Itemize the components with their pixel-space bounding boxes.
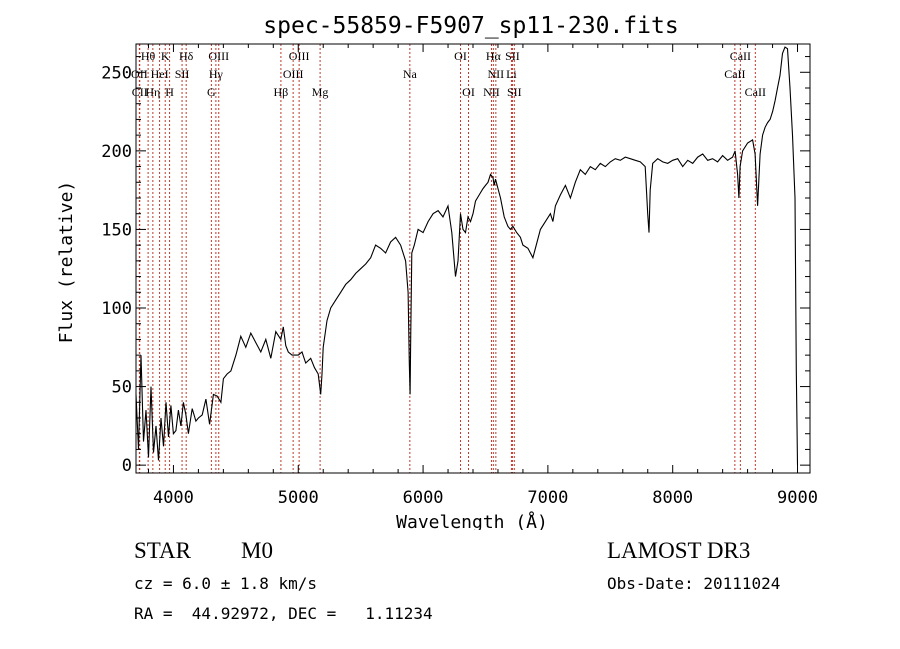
object-subclass: M0 xyxy=(241,538,273,563)
line-marker-label: Hη xyxy=(145,85,160,99)
line-marker-label: OIII xyxy=(283,67,304,81)
line-marker-label: Hγ xyxy=(209,67,224,81)
line-marker-label: CaII xyxy=(724,67,745,81)
line-marker-label: Hβ xyxy=(274,85,289,99)
line-marker-label: SII xyxy=(175,67,190,81)
x-axis-label: Wavelength (Å) xyxy=(396,511,548,530)
spectrum-chart: spec-55859-F5907_sp11-230.fits HθOIICIIK… xyxy=(56,13,818,530)
x-tick-label: 7000 xyxy=(527,488,568,508)
x-axis-ticks: 4000 5000 6000 7000 8000 9000 xyxy=(147,44,818,508)
x-tick-label: 8000 xyxy=(652,488,693,508)
line-marker-label: CaII xyxy=(745,85,766,99)
x-tick-label: 5000 xyxy=(278,488,319,508)
x-tick-label: 4000 xyxy=(153,488,194,508)
chart-title: spec-55859-F5907_sp11-230.fits xyxy=(263,13,678,39)
line-marker-lines xyxy=(138,44,756,473)
line-marker-label: OI xyxy=(462,85,475,99)
line-marker-label: OII xyxy=(131,67,148,81)
spectrum-line xyxy=(135,46,799,466)
line-marker-label: NII xyxy=(483,85,500,99)
y-tick-label: 250 xyxy=(101,63,132,83)
coordinates: RA = 44.92972, DEC = 1.11234 xyxy=(134,604,433,623)
y-tick-label: 50 xyxy=(112,378,132,398)
y-axis-ticks: 0 50 100 150 200 250 xyxy=(101,56,810,476)
line-marker-label: NII xyxy=(488,67,505,81)
y-tick-label: 200 xyxy=(101,142,132,162)
line-marker-label: Hδ xyxy=(179,49,194,63)
object-class: STAR xyxy=(134,538,191,563)
y-tick-label: 150 xyxy=(101,220,132,240)
line-marker-label: OIII xyxy=(208,49,229,63)
line-marker-label: Li xyxy=(506,67,517,81)
line-marker-label: K xyxy=(161,49,170,63)
line-marker-label: Mg xyxy=(312,85,329,99)
line-marker-label: OI xyxy=(454,49,467,63)
redshift-value: cz = 6.0 ± 1.8 km/s xyxy=(134,574,318,593)
line-marker-label: HeI xyxy=(151,67,169,81)
plot-frame xyxy=(135,43,811,474)
line-marker-label: SII xyxy=(507,85,522,99)
line-marker-label: OIII xyxy=(289,49,310,63)
survey-name: LAMOST DR3 xyxy=(607,538,751,563)
line-marker-label: SII xyxy=(505,49,520,63)
y-tick-label: 100 xyxy=(101,299,132,319)
line-marker-label: Na xyxy=(403,67,418,81)
observation-date: Obs-Date: 20111024 xyxy=(607,574,781,593)
line-marker-label: G xyxy=(207,85,216,99)
y-axis-label: Flux (relative) xyxy=(56,181,77,344)
line-marker-label: CaII xyxy=(730,49,751,63)
y-tick-label: 0 xyxy=(122,456,132,476)
x-tick-label: 9000 xyxy=(777,488,818,508)
x-tick-label: 6000 xyxy=(403,488,444,508)
line-marker-label: Hα xyxy=(486,49,502,63)
line-marker-label: H xyxy=(165,85,174,99)
line-marker-label: Hθ xyxy=(141,49,156,63)
